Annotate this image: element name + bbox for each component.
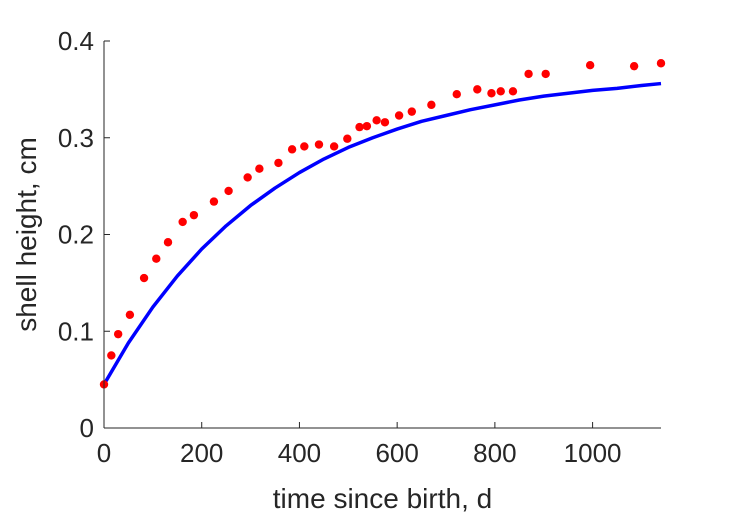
data-point (343, 134, 352, 143)
data-point (274, 158, 283, 168)
data-point (224, 186, 233, 196)
data-point (452, 90, 461, 99)
data-point (287, 145, 297, 154)
x-tick-label: 0 (97, 438, 111, 468)
data-point (152, 254, 161, 263)
data-point (209, 197, 219, 206)
fit-layer (102, 81, 662, 386)
x-tick-label: 1000 (564, 438, 622, 468)
fitted-curve-line (102, 81, 662, 386)
data-point (407, 107, 417, 116)
data-point (487, 89, 496, 98)
data-point (163, 238, 173, 247)
data-point (243, 173, 252, 182)
data-point (508, 87, 518, 96)
x-tick-label: 200 (180, 438, 223, 468)
y-tick-label: 0.2 (58, 220, 94, 250)
y-tick-label: 0.3 (58, 123, 94, 153)
data-point (255, 164, 264, 173)
x-tick-label: 600 (375, 438, 418, 468)
data-point (629, 61, 639, 71)
y-tick-label: 0.4 (58, 26, 94, 56)
x-tick-label: 800 (473, 438, 516, 468)
data-point (524, 69, 533, 79)
data-point (113, 329, 123, 339)
data-point (496, 87, 505, 96)
x-axis-label: time since birth, d (273, 483, 492, 514)
data-point (372, 116, 381, 125)
data-point (300, 142, 309, 151)
data-point (394, 111, 404, 120)
data-point (362, 121, 372, 131)
data-point (125, 310, 135, 319)
data-point (355, 122, 364, 132)
data-point (329, 142, 339, 151)
y-tick-label: 0 (80, 413, 94, 443)
axes (103, 40, 661, 429)
data-point (314, 140, 324, 149)
data-point (541, 69, 550, 79)
data-point (427, 100, 436, 110)
data-point (107, 351, 116, 360)
data-point (380, 118, 390, 127)
data-point (585, 60, 595, 70)
y-axis-label: shell height, cm (11, 137, 42, 332)
y-tick-label: 0.1 (58, 316, 94, 346)
data-point (189, 210, 199, 220)
data-point (178, 217, 187, 227)
data-point (139, 273, 149, 283)
points-layer (99, 59, 666, 389)
x-tick-label: 400 (278, 438, 321, 468)
tick-labels: 0 200 400 600 800 1000 0 0.1 0.2 0.3 0.4 (58, 26, 622, 468)
data-point (656, 59, 666, 68)
data-point (473, 85, 482, 94)
